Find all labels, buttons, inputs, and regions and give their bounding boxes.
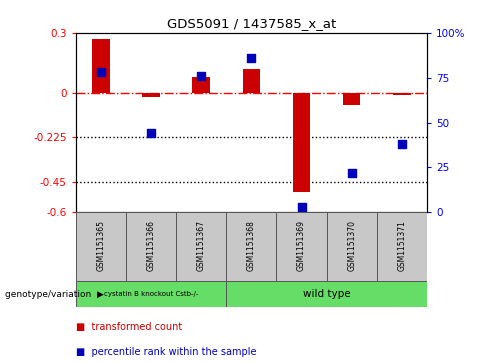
Point [97,69,104,75]
Bar [192,77,210,93]
Bar [276,212,326,281]
Bar [243,69,260,93]
Point [147,130,155,136]
Text: ■  transformed count: ■ transformed count [76,322,182,332]
Text: ■  percentile rank within the sample: ■ percentile rank within the sample [76,347,256,357]
Text: cystatin B knockout Cstb-/-: cystatin B knockout Cstb-/- [104,291,198,297]
Bar [393,93,411,95]
Bar [176,212,226,281]
Text: GSM1151369: GSM1151369 [297,220,306,271]
Bar [142,93,160,97]
Bar [92,39,109,93]
Bar [76,212,126,281]
Bar [226,281,427,307]
Bar [226,212,276,281]
Bar [377,212,427,281]
Bar [343,93,361,105]
Bar [293,93,310,192]
Title: GDS5091 / 1437585_x_at: GDS5091 / 1437585_x_at [167,17,336,30]
Text: GSM1151368: GSM1151368 [247,220,256,271]
Bar [76,281,226,307]
Text: GSM1151370: GSM1151370 [347,220,356,271]
Bar [326,212,377,281]
Point [298,204,305,210]
Point [348,170,356,176]
Bar [126,212,176,281]
Text: genotype/variation  ▶: genotype/variation ▶ [5,290,104,298]
Point [197,73,205,79]
Text: GSM1151365: GSM1151365 [96,220,105,271]
Point [398,141,406,147]
Text: GSM1151366: GSM1151366 [146,220,156,271]
Text: GSM1151367: GSM1151367 [197,220,205,271]
Text: wild type: wild type [303,289,350,299]
Text: GSM1151371: GSM1151371 [397,220,407,271]
Point [247,55,255,61]
